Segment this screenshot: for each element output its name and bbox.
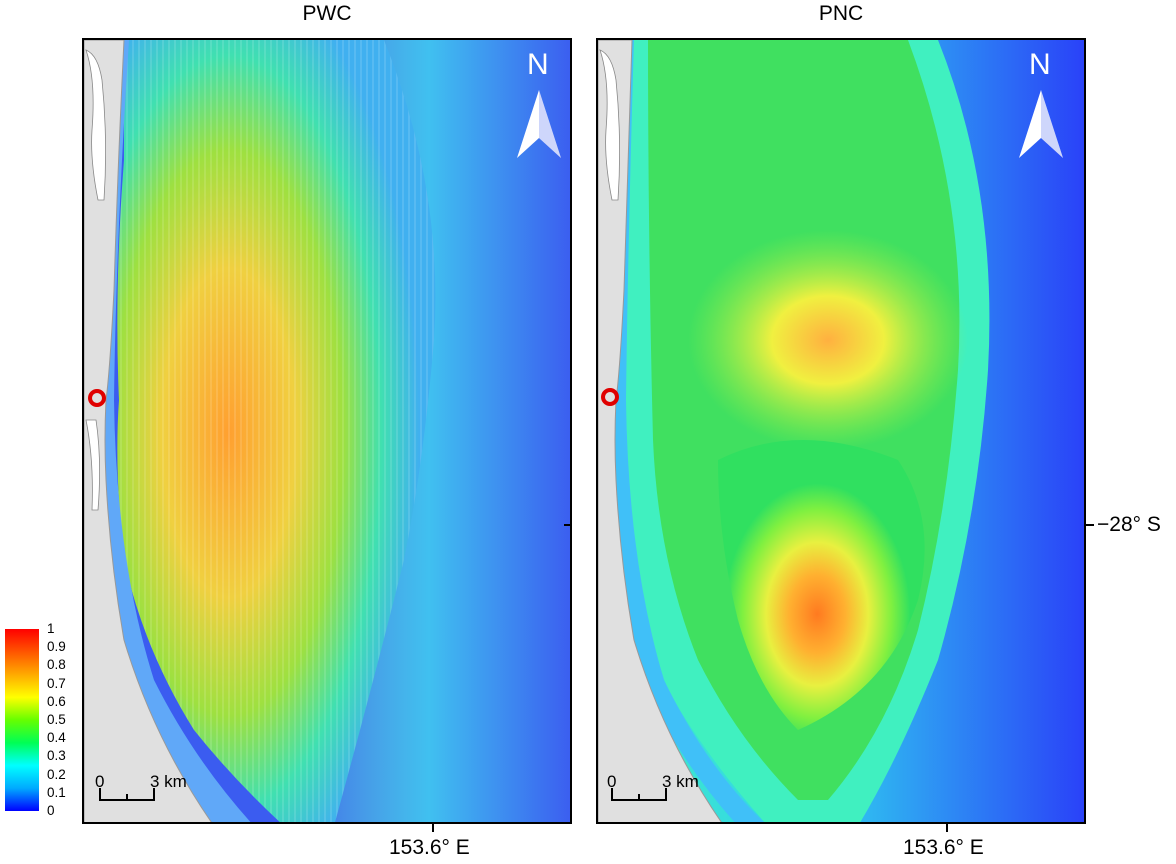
x-tick-pwc xyxy=(432,824,434,832)
legend-label: 0 xyxy=(47,803,55,818)
scale-end-pwc: 3 km xyxy=(150,772,187,791)
scale-zero-pnc: 0 xyxy=(607,772,617,791)
pnc-land xyxy=(598,40,722,822)
legend-label: 0.3 xyxy=(47,748,66,764)
y-tick-pwc xyxy=(564,524,572,526)
y-tick-label: −28° S xyxy=(1097,513,1161,536)
legend-label: 1 xyxy=(47,621,55,636)
scale-zero-pwc: 0 xyxy=(95,772,105,791)
site-marker-pnc xyxy=(601,388,619,406)
scale-end-pnc: 3 km xyxy=(662,772,699,791)
map-pwc-svg xyxy=(84,40,570,822)
north-arrow-icon xyxy=(1019,90,1063,158)
site-marker-pwc xyxy=(88,389,106,407)
pwc-land xyxy=(84,40,212,822)
legend-label: 0.7 xyxy=(47,675,66,691)
map-pwc: N 0 3 km xyxy=(82,38,572,824)
x-tick-label-pwc: 153.6° E xyxy=(389,836,470,859)
legend-label: 0.5 xyxy=(47,712,66,727)
legend-label: 0.8 xyxy=(47,657,66,673)
legend-label: 0.4 xyxy=(47,730,66,746)
map-pnc: N 0 3 km xyxy=(596,38,1086,824)
legend-label: 0.6 xyxy=(47,693,66,709)
panel-title-pnc: PNC xyxy=(818,2,864,25)
legend-label: 0.1 xyxy=(47,784,66,800)
legend-label: 0.2 xyxy=(47,766,66,782)
map-pnc-svg xyxy=(598,40,1084,822)
panel-title-pwc: PWC xyxy=(302,2,352,25)
x-tick-pnc xyxy=(946,824,948,832)
north-arrow-icon xyxy=(517,90,561,158)
x-tick-label-pnc: 153.6° E xyxy=(903,836,984,859)
north-label-pnc: N xyxy=(1029,48,1051,81)
y-tick-pnc xyxy=(1086,524,1094,526)
north-label-pwc: N xyxy=(527,48,549,81)
color-legend xyxy=(5,629,39,811)
legend-label: 0.9 xyxy=(47,639,66,655)
